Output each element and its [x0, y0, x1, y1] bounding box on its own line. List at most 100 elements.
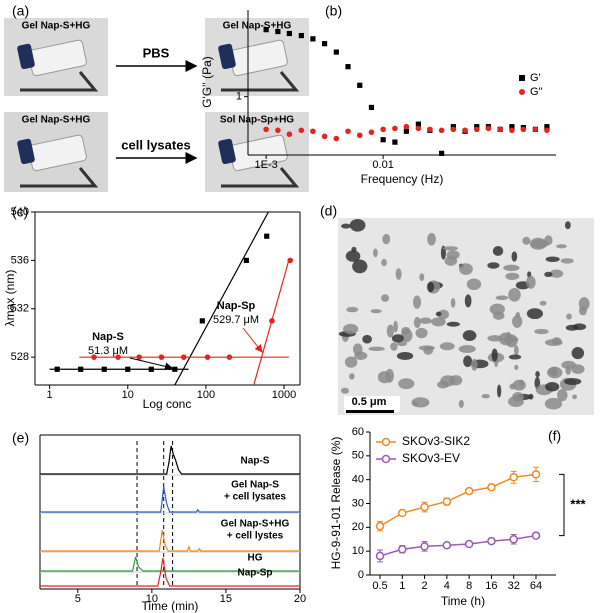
data-point: [264, 233, 270, 239]
particle: [514, 364, 519, 370]
panel-label: (f): [548, 428, 561, 444]
legend-marker: [519, 75, 525, 81]
data-point: [286, 30, 292, 37]
panel-label: (b): [325, 3, 342, 19]
particle: [526, 308, 543, 320]
y-tick-label: 528: [11, 351, 29, 363]
particle: [397, 341, 408, 347]
particle: [385, 368, 394, 383]
annotation: ***: [570, 496, 586, 511]
vial: [218, 39, 300, 92]
data-point: [403, 123, 410, 130]
panel-label: (d): [320, 203, 337, 219]
data-point: [199, 318, 205, 324]
data-point: [392, 125, 398, 132]
particle: [345, 250, 361, 262]
data-point: [531, 470, 541, 479]
data-point: [427, 126, 433, 133]
scale-bar-box: [344, 396, 400, 412]
data-point: [356, 132, 363, 139]
particle: [492, 311, 505, 320]
x-tick-label: 1: [399, 580, 405, 592]
particle: [450, 298, 456, 308]
x-tick-label: 64: [530, 580, 542, 592]
data-point: [380, 137, 386, 143]
annotation: Nap-Sp: [217, 300, 256, 312]
data-point: [450, 126, 457, 133]
x-tick-label: 15: [220, 593, 232, 605]
particle: [512, 315, 523, 328]
panel-label: (c): [12, 204, 28, 220]
particle: [505, 332, 512, 346]
annotation: Nap-S: [92, 331, 124, 343]
data-point: [333, 49, 339, 55]
particle: [395, 268, 402, 280]
particle: [438, 309, 449, 320]
particle: [458, 345, 476, 354]
x-axis-label: Time (h): [441, 594, 485, 608]
data-point: [462, 127, 468, 134]
particle: [419, 273, 425, 282]
particle: [381, 258, 387, 267]
particle: [566, 313, 572, 320]
data-point: [136, 354, 142, 360]
particle: [386, 324, 394, 338]
particle: [442, 246, 459, 251]
data-point: [368, 129, 375, 136]
data-point: [420, 542, 429, 551]
data-point: [204, 354, 211, 360]
x-tick-label: 16: [485, 580, 497, 592]
x-tick-label: 0.01: [372, 159, 393, 171]
data-point: [269, 318, 275, 324]
particle: [505, 272, 520, 280]
micrograph: [338, 218, 594, 415]
particle: [341, 223, 351, 229]
arrow-label: PBS: [143, 45, 170, 60]
particle: [487, 262, 500, 269]
particle: [508, 288, 521, 302]
particle: [354, 351, 368, 360]
data-point: [357, 82, 363, 88]
y-tick-label: 1: [236, 91, 242, 103]
data-point: [415, 125, 422, 132]
photo-caption: Sol Nap-Sp+HG: [220, 115, 294, 126]
photo-caption: Gel Nap-S+HG: [22, 115, 91, 126]
annotation: 51.3 μM: [88, 345, 128, 357]
x-axis-label: Time (min): [142, 599, 199, 613]
x-tick-label: 20: [294, 593, 306, 605]
legend-label: SKOv3-SIK2: [402, 434, 470, 448]
trace: [40, 557, 300, 587]
particle: [349, 373, 355, 380]
particle: [491, 348, 498, 362]
particle: [550, 366, 558, 377]
particle: [423, 346, 434, 355]
particle: [462, 330, 477, 341]
data-point: [520, 126, 527, 133]
particle: [492, 246, 504, 256]
data-point: [286, 131, 293, 138]
particle: [511, 251, 518, 262]
significance-bracket: [559, 473, 565, 537]
particle: [344, 356, 358, 368]
data-point: [125, 366, 131, 372]
y-tick-label: 532: [11, 303, 29, 315]
particle: [526, 275, 536, 289]
data-point: [368, 104, 375, 111]
particle: [544, 271, 553, 277]
trace-label: Gel Nap-S+HG: [221, 519, 290, 530]
y-tick-label: 50: [352, 450, 364, 462]
photo-caption: Gel Nap-S+HG: [22, 21, 91, 32]
data-point: [544, 124, 550, 130]
photo-caption: Gel Nap-S+HG: [223, 21, 292, 32]
x-tick-label: 10: [146, 593, 158, 605]
y-tick-label: 60: [352, 426, 364, 438]
particle: [446, 321, 460, 327]
particle: [431, 317, 446, 327]
y-tick-label: 10: [352, 545, 364, 557]
y-axis-label: G'G'' (Pa): [200, 56, 214, 108]
data-point: [420, 502, 429, 512]
data-point: [345, 64, 351, 70]
particle: [557, 388, 568, 402]
particle: [346, 306, 359, 313]
